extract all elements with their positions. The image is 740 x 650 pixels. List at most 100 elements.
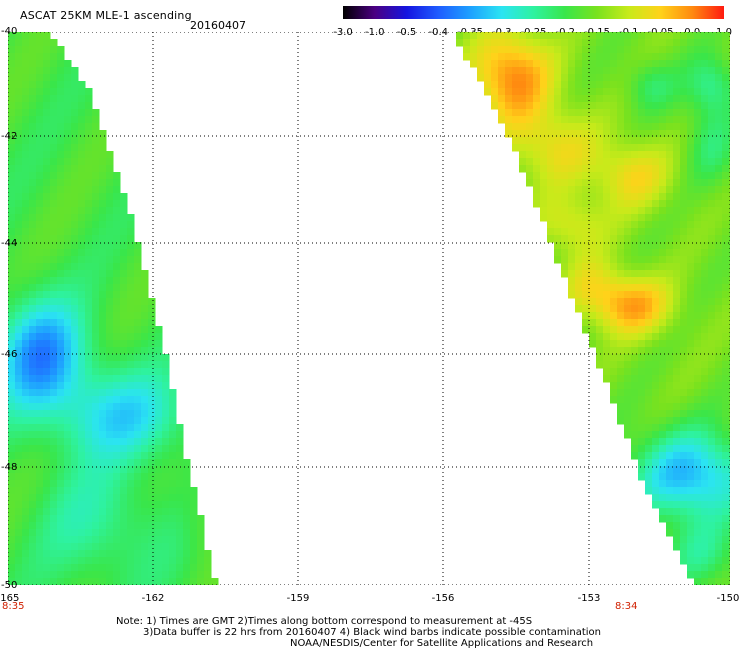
- wind-cell: [596, 186, 604, 194]
- wind-cell: [610, 53, 618, 61]
- wind-cell: [680, 193, 688, 201]
- wind-cell: [715, 564, 723, 572]
- wind-cell: [687, 179, 695, 187]
- wind-cell: [50, 263, 58, 271]
- wind-cell: [29, 473, 37, 481]
- wind-cell: [8, 403, 16, 411]
- wind-cell: [547, 179, 555, 187]
- wind-cell: [99, 508, 107, 516]
- wind-cell: [36, 368, 44, 376]
- wind-cell: [71, 438, 79, 446]
- wind-cell: [638, 179, 646, 187]
- wind-cell: [680, 46, 688, 54]
- wind-cell: [701, 529, 709, 537]
- wind-cell: [106, 249, 114, 257]
- wind-cell: [29, 151, 37, 159]
- wind-cell: [722, 431, 730, 439]
- wind-cell: [92, 480, 100, 488]
- wind-cell: [78, 508, 86, 516]
- wind-cell: [127, 291, 135, 299]
- wind-cell: [43, 403, 51, 411]
- wind-cell: [624, 298, 632, 306]
- wind-cell: [71, 291, 79, 299]
- wind-cell: [701, 88, 709, 96]
- wind-cell: [659, 60, 667, 68]
- wind-cell: [694, 74, 702, 82]
- wind-cell: [113, 333, 121, 341]
- wind-cell: [71, 305, 79, 313]
- wind-cell: [43, 39, 51, 47]
- wind-cell: [638, 214, 646, 222]
- wind-cell: [666, 312, 674, 320]
- wind-cell: [120, 515, 128, 523]
- wind-cell: [631, 158, 639, 166]
- wind-cell: [582, 32, 590, 40]
- wind-cell: [715, 200, 723, 208]
- wind-cell: [141, 529, 149, 537]
- wind-cell: [92, 186, 100, 194]
- wind-cell: [92, 403, 100, 411]
- wind-cell: [106, 522, 114, 530]
- wind-cell: [687, 74, 695, 82]
- wind-cell: [491, 67, 499, 75]
- wind-cell: [596, 172, 604, 180]
- wind-cell: [533, 123, 541, 131]
- wind-cell: [22, 382, 30, 390]
- wind-cell: [722, 165, 730, 173]
- wind-cell: [694, 116, 702, 124]
- wind-cell: [106, 179, 114, 187]
- wind-cell: [85, 102, 93, 110]
- wind-cell: [141, 410, 149, 418]
- wind-cell: [694, 571, 702, 579]
- wind-cell: [547, 228, 555, 236]
- wind-cell: [134, 508, 142, 516]
- wind-cell: [8, 515, 16, 523]
- wind-cell: [701, 368, 709, 376]
- wind-cell: [659, 270, 667, 278]
- wind-cell: [8, 410, 16, 418]
- wind-cell: [652, 193, 660, 201]
- wind-cell: [99, 340, 107, 348]
- wind-cell: [659, 494, 667, 502]
- wind-cell: [99, 179, 107, 187]
- wind-cell: [673, 291, 681, 299]
- wind-cell: [29, 508, 37, 516]
- wind-cell: [99, 214, 107, 222]
- wind-cell: [141, 326, 149, 334]
- wind-cell: [15, 207, 23, 215]
- wind-cell: [64, 158, 72, 166]
- wind-cell: [589, 74, 597, 82]
- wind-cell: [15, 228, 23, 236]
- wind-cell: [701, 81, 709, 89]
- wind-cell: [99, 578, 107, 585]
- wind-cell: [113, 200, 121, 208]
- wind-cell: [687, 172, 695, 180]
- wind-cell: [99, 515, 107, 523]
- wind-cell: [29, 312, 37, 320]
- wind-cell: [8, 32, 16, 40]
- wind-cell: [64, 312, 72, 320]
- wind-cell: [512, 39, 520, 47]
- wind-cell: [43, 431, 51, 439]
- wind-cell: [722, 53, 730, 61]
- wind-cell: [197, 557, 205, 565]
- wind-cell: [22, 81, 30, 89]
- wind-cell: [547, 53, 555, 61]
- wind-cell: [603, 207, 611, 215]
- wind-cell: [603, 60, 611, 68]
- wind-cell: [673, 193, 681, 201]
- wind-cell: [729, 270, 730, 278]
- wind-cell: [57, 179, 65, 187]
- wind-cell: [113, 571, 121, 579]
- wind-cell: [652, 67, 660, 75]
- wind-cell: [596, 39, 604, 47]
- wind-cell: [603, 305, 611, 313]
- wind-cell: [36, 452, 44, 460]
- wind-cell: [673, 53, 681, 61]
- wind-cell: [22, 347, 30, 355]
- wind-cell: [694, 151, 702, 159]
- wind-cell: [624, 375, 632, 383]
- wind-cell: [36, 312, 44, 320]
- wind-cell: [162, 515, 170, 523]
- wind-cell: [50, 466, 58, 474]
